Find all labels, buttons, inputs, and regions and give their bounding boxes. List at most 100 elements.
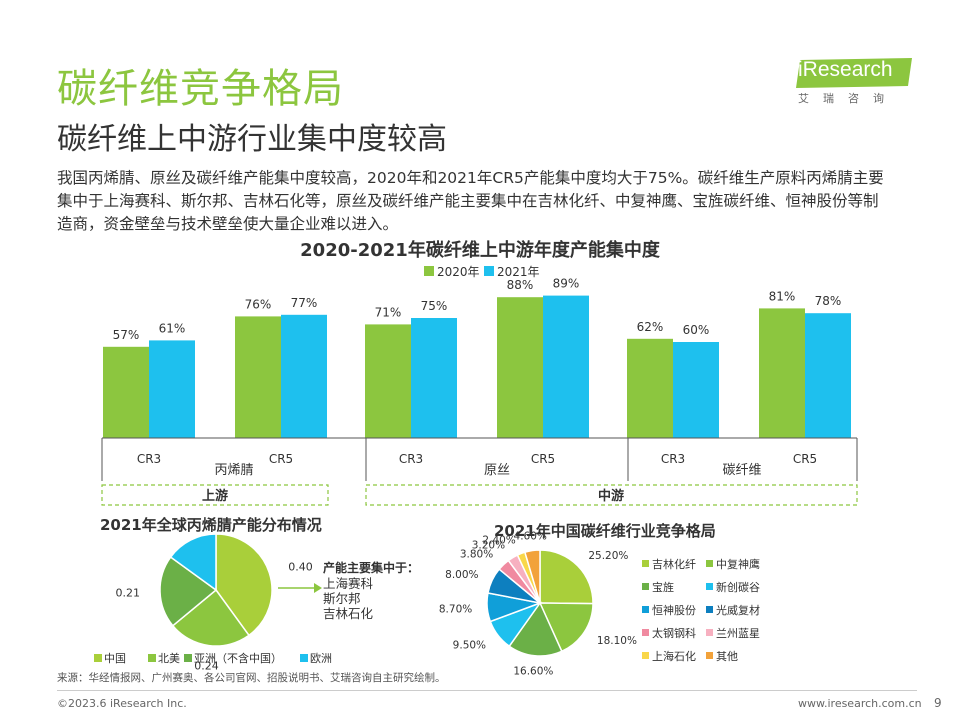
segment-label: 上游 [202, 488, 228, 504]
bar-value-label: 71% [375, 305, 402, 319]
bar [281, 314, 327, 438]
legend-swatch [706, 652, 713, 659]
legend-label: 太钢钢科 [652, 626, 696, 640]
pie-slice [508, 601, 563, 657]
legend-swatch [706, 629, 713, 636]
pie-value-label: 4.60% [514, 531, 547, 543]
legend-swatch [642, 652, 649, 659]
pie-value-label: 16.60% [513, 666, 553, 678]
iresearch-logo: iResearch 艾瑞咨询 [796, 52, 920, 105]
category-label: CR3 [137, 452, 161, 466]
arrow-head-icon [314, 583, 322, 593]
legend-swatch [706, 583, 713, 590]
bar-value-label: 78% [815, 294, 842, 308]
bar [759, 308, 805, 438]
legend-label: 中国 [104, 652, 126, 665]
group-label: 碳纤维 [722, 463, 761, 478]
pie-value-label: 25.20% [588, 550, 628, 562]
bar [235, 316, 281, 438]
pie-value-label: 0.21 [116, 586, 141, 599]
bar-value-label: 76% [245, 297, 272, 311]
logo-badge [796, 58, 912, 88]
legend-swatch [148, 654, 156, 662]
annotation-item: 吉林石化 [323, 606, 374, 621]
pie1-title: 2021年全球丙烯腈产能分布情况 [100, 516, 322, 534]
pie-value-label: 8.00% [445, 569, 478, 581]
legend-swatch [706, 560, 713, 567]
pie-charts: 0.400.240.210.15产能主要集中于：上海赛科斯尔邦吉林石化中国北美亚… [94, 531, 760, 678]
legend-label: 中复神鹰 [716, 557, 760, 571]
legend-label: 光威复材 [716, 603, 760, 617]
legend-swatch [706, 606, 713, 613]
bar-value-label: 88% [507, 278, 534, 292]
legend-swatch [184, 654, 192, 662]
legend-label: 新创碳谷 [716, 580, 760, 594]
bar [673, 342, 719, 438]
category-label: CR5 [531, 452, 555, 466]
bar-value-label: 75% [421, 299, 448, 313]
pie-value-label: 3.20% [472, 540, 505, 552]
pie-value-label: 2.40% [482, 534, 515, 546]
legend-swatch [642, 560, 649, 567]
segment-box [365, 484, 858, 506]
legend-label: 宝旌 [652, 580, 674, 594]
legend-swatch [484, 266, 494, 276]
logo-subtext: 艾瑞咨询 [798, 92, 898, 105]
annotation-heading: 产能主要集中于： [323, 560, 419, 575]
pie-value-label: 18.10% [597, 635, 637, 647]
pie-slice [159, 556, 218, 627]
legend-label: 北美 [158, 652, 180, 665]
description-line: 我国丙烯腈、原丝及碳纤维产能集中度较高，2020年和2021年CR5产能集中度均… [57, 169, 884, 187]
legend-label: 其他 [716, 650, 738, 663]
bar-value-label: 60% [683, 323, 710, 337]
legend-swatch [642, 606, 649, 613]
pie-slice [215, 533, 273, 637]
segment-box [101, 484, 329, 506]
source-note: 来源：华经情报网、广州赛奥、各公司官网、招股说明书、艾瑞咨询自主研究绘制。 [57, 672, 446, 684]
pie-slice [538, 602, 594, 653]
bar-value-label: 57% [113, 328, 140, 342]
bar [497, 297, 543, 438]
bar [103, 346, 149, 438]
legend-label: 兰州蓝星 [716, 627, 760, 640]
bar [627, 338, 673, 438]
pie-value-label: 8.70% [439, 604, 472, 616]
annotation-item: 斯尔邦 [323, 591, 361, 606]
pie2-title: 2021年中国碳纤维行业竞争格局 [494, 522, 716, 540]
group-label: 丙烯腈 [214, 463, 253, 478]
legend-label: 吉林化纤 [652, 557, 696, 571]
pie-value-label: 3.80% [460, 549, 493, 561]
bar-chart: 2020年 2021年 57% 61% CR3 76% 77% CR5 71% 75% CR3 88%… [101, 265, 858, 506]
legend-swatch [642, 583, 649, 590]
page-subtitle: 碳纤维上中游行业集中度较高 [57, 122, 447, 157]
description: 我国丙烯腈、原丝及碳纤维产能集中度较高，2020年和2021年CR5产能集中度均… [57, 167, 917, 236]
bar-value-label: 77% [291, 296, 318, 310]
legend-label: 2021年 [497, 265, 540, 279]
segment-label: 中游 [598, 488, 624, 504]
legend-swatch [300, 654, 308, 662]
legend-swatch [424, 266, 434, 276]
bar [365, 324, 411, 438]
bar-value-label: 62% [637, 320, 664, 334]
bar-value-label: 61% [159, 321, 186, 335]
legend-label: 2020年 [437, 265, 480, 279]
copyright: ©2023.6 iResearch Inc. [57, 697, 187, 710]
description-line: 集中于上海赛科、斯尔邦、吉林石化等，原丝及碳纤维产能主要集中在吉林化纤、中复神鹰… [57, 192, 879, 210]
category-label: CR3 [661, 452, 685, 466]
bar [411, 318, 457, 438]
bar [149, 340, 195, 438]
bar-value-label: 81% [769, 289, 796, 303]
website-link[interactable]: www.iresearch.com.cn [798, 697, 922, 710]
pie-value-label: 0.24 [194, 659, 219, 672]
bar-value-label: 89% [553, 277, 580, 291]
annotation-item: 上海赛科 [323, 576, 374, 591]
pie-value-label: 0.40 [288, 561, 313, 574]
pie-slice [539, 549, 594, 605]
description-line: 造商，资金壁垒与技术壁垒使大量企业难以进入。 [57, 215, 399, 233]
category-label: CR5 [269, 452, 293, 466]
pie-slice [523, 549, 541, 604]
legend-label: 欧洲 [310, 652, 332, 665]
pie-slice [169, 533, 217, 592]
pie-slice [171, 588, 250, 647]
bar [543, 295, 589, 438]
